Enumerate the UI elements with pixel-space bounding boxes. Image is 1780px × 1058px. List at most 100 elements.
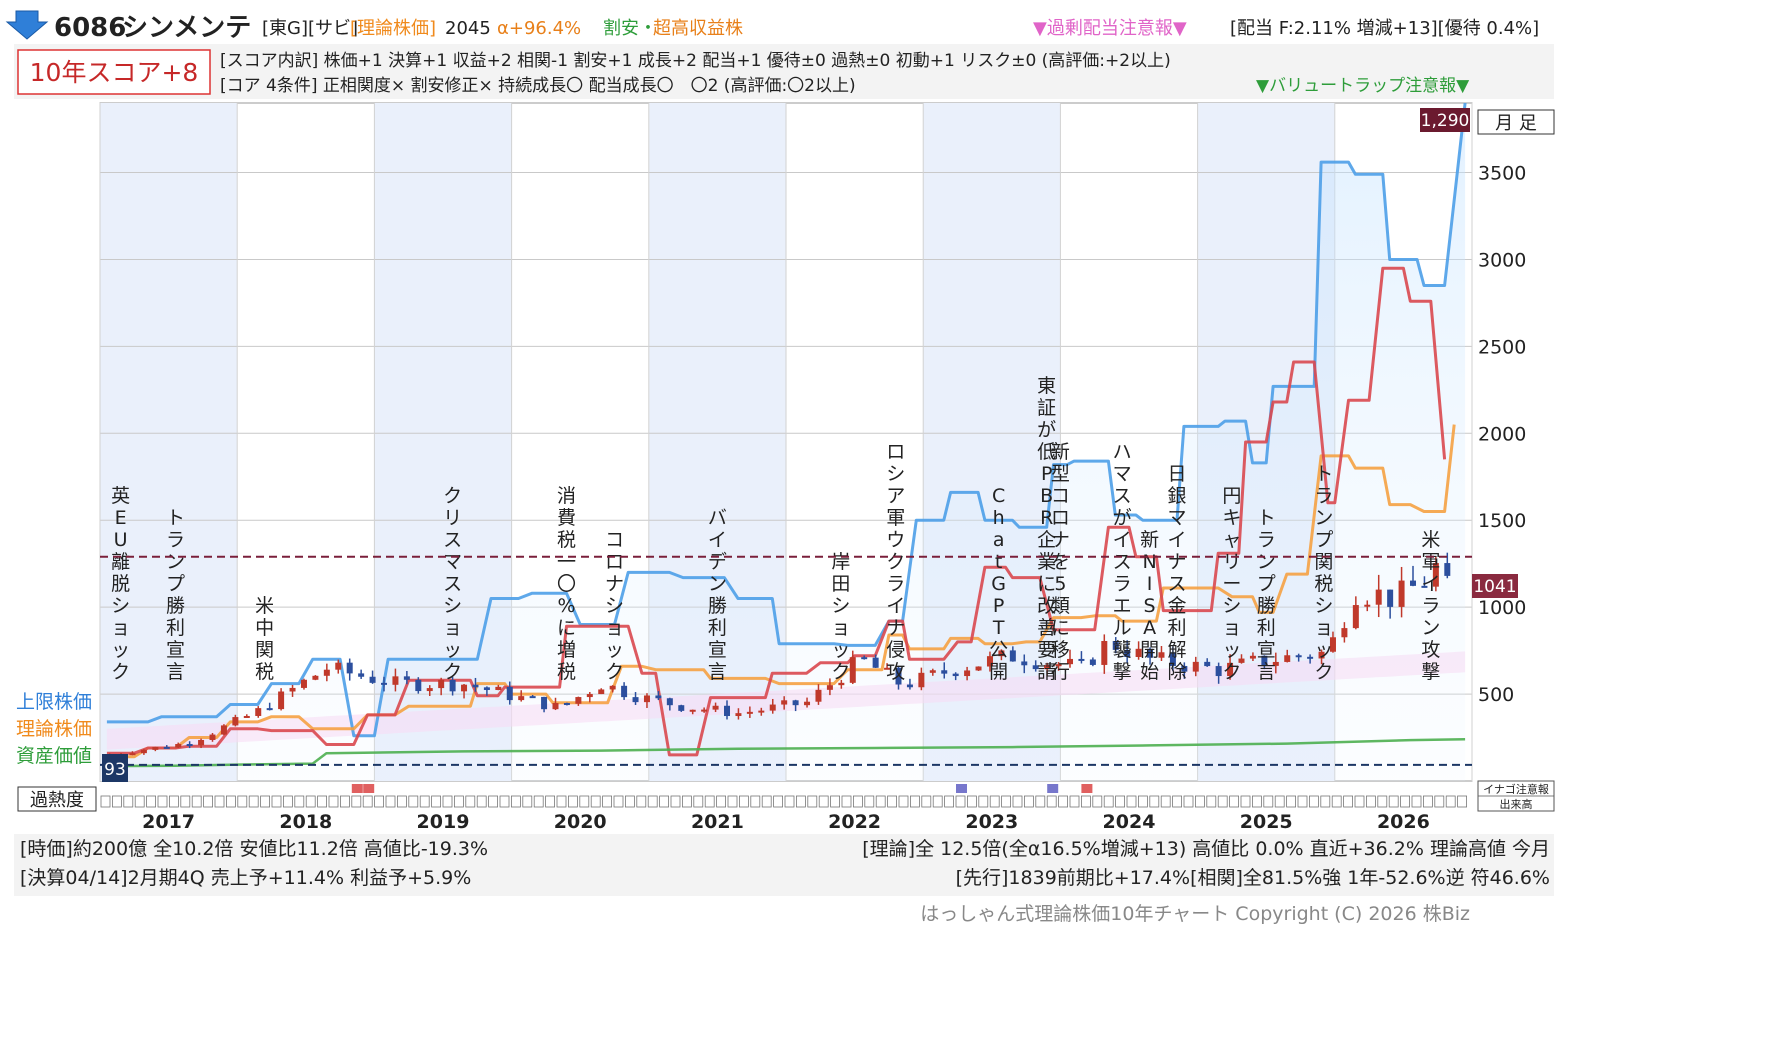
y-tick-label: 3500 <box>1478 163 1526 185</box>
dividend-info: [配当 F:2.11% 増減+13][優待 0.4%] <box>1230 18 1539 39</box>
candle-body <box>426 688 433 692</box>
heat-cell <box>1423 795 1433 808</box>
candle-body <box>1341 628 1348 638</box>
heat-cell <box>453 795 464 808</box>
candle-body <box>198 739 205 746</box>
candle-body <box>838 682 845 686</box>
candle-body <box>1352 605 1359 629</box>
market-tags: [東G][サビ] <box>262 18 358 39</box>
heat-cell <box>271 795 282 808</box>
candle-body <box>746 711 753 714</box>
candle-body <box>1181 665 1188 672</box>
candle-body <box>483 687 490 691</box>
heat-cell <box>408 795 419 808</box>
heat-cell <box>568 795 578 808</box>
stock-name: シンメンテ <box>122 13 251 43</box>
candle-body <box>941 670 948 674</box>
theory-price-line <box>106 424 1456 759</box>
candle-body <box>1021 661 1028 666</box>
score-badge-text: 10年スコア+8 <box>30 58 199 87</box>
heat-cell <box>967 795 977 808</box>
theory-price-label: [理論株価] <box>350 18 436 39</box>
surplus-dividend-warning: ▼過剰配当注意報▼ <box>1033 18 1187 39</box>
x-tick-label: 2022 <box>828 811 881 833</box>
candle-body <box>1169 652 1176 666</box>
heat-label: 過熱度 <box>30 790 84 811</box>
candle-body <box>575 697 582 704</box>
heat-cell <box>1217 795 1228 808</box>
heat-cell <box>1297 795 1308 808</box>
axes: 500 1000 1500 2000 2500 3000 3500 2017 2018 2019 2… <box>100 163 1526 833</box>
min-price-tag: 93 <box>102 754 128 782</box>
heat-cell <box>465 795 476 808</box>
candle-body <box>1272 661 1279 666</box>
candle-body <box>140 749 147 754</box>
candle-body <box>255 708 262 716</box>
candle-body <box>895 667 902 685</box>
heat-cell <box>180 795 191 808</box>
candle-body <box>506 686 513 701</box>
heat-cell <box>1103 795 1114 808</box>
heat-cell <box>294 795 305 808</box>
heat-cell <box>168 795 179 808</box>
heat-cells <box>100 784 1467 808</box>
candle-body <box>1055 664 1062 667</box>
heat-cell <box>1274 795 1285 808</box>
upper-price-area <box>106 103 1466 781</box>
heat-cell <box>1046 795 1057 808</box>
heat-cell <box>510 795 521 808</box>
candle-body <box>849 657 856 683</box>
theory-info: [理論]全 12.5倍(全α16.5%増減+13) 高値比 0.0% 直近+36… <box>862 838 1550 860</box>
min-price-value: 93 <box>104 760 126 780</box>
candle-body <box>1387 589 1394 607</box>
heat-cell <box>442 795 453 808</box>
heat-cell <box>659 795 669 808</box>
candle-body <box>1375 589 1382 605</box>
candle-body <box>1147 648 1154 658</box>
heat-cell <box>385 795 396 808</box>
heat-cell <box>374 795 385 808</box>
heat-cell <box>1195 795 1205 808</box>
heat-cell <box>1160 795 1171 808</box>
alpha-value: α+96.4% <box>497 18 581 39</box>
candle-body <box>872 657 879 668</box>
candle-body <box>1410 580 1417 586</box>
candle-body <box>1009 650 1016 662</box>
theory-price-value: 2045 <box>445 18 491 39</box>
candles <box>106 552 1451 757</box>
candle-body <box>1421 585 1428 588</box>
heat-cell <box>328 795 339 808</box>
candle-body <box>975 666 982 671</box>
heat-cell <box>157 795 168 808</box>
market-cap-info: [時価]約200億 全10.2倍 安値比11.2倍 高値比-19.3% <box>20 838 488 860</box>
heat-cell <box>351 795 362 808</box>
heat-cell <box>203 795 214 808</box>
x-tick-label: 2026 <box>1377 811 1430 833</box>
heat-cell <box>1172 795 1182 808</box>
heat-cell <box>1126 795 1137 808</box>
candle-body <box>884 667 891 670</box>
x-tick-label: 2018 <box>279 811 332 833</box>
heat-cell <box>887 795 897 808</box>
heat-mark <box>363 784 375 793</box>
candle-body <box>1135 648 1142 657</box>
heat-cell <box>1252 795 1262 808</box>
candle-body <box>609 685 616 690</box>
x-tick-label: 2021 <box>691 811 744 833</box>
candle-body <box>998 650 1005 657</box>
theory-price-legend: 理論株価 <box>16 718 92 740</box>
candle-body <box>220 725 227 735</box>
event-label: トランプ勝利宣言 <box>166 507 185 683</box>
candle-body <box>472 684 479 688</box>
heat-cell <box>590 795 601 808</box>
heat-cell <box>1400 795 1410 808</box>
stock-code: 6086 <box>54 13 126 43</box>
heat-cell <box>932 795 943 808</box>
candle-body <box>621 685 628 698</box>
candle-body <box>929 670 936 673</box>
candle-body <box>449 679 456 692</box>
heat-cell <box>716 795 726 808</box>
heat-cell <box>1012 795 1023 808</box>
candle-body <box>781 700 788 705</box>
candle-body <box>312 675 319 680</box>
